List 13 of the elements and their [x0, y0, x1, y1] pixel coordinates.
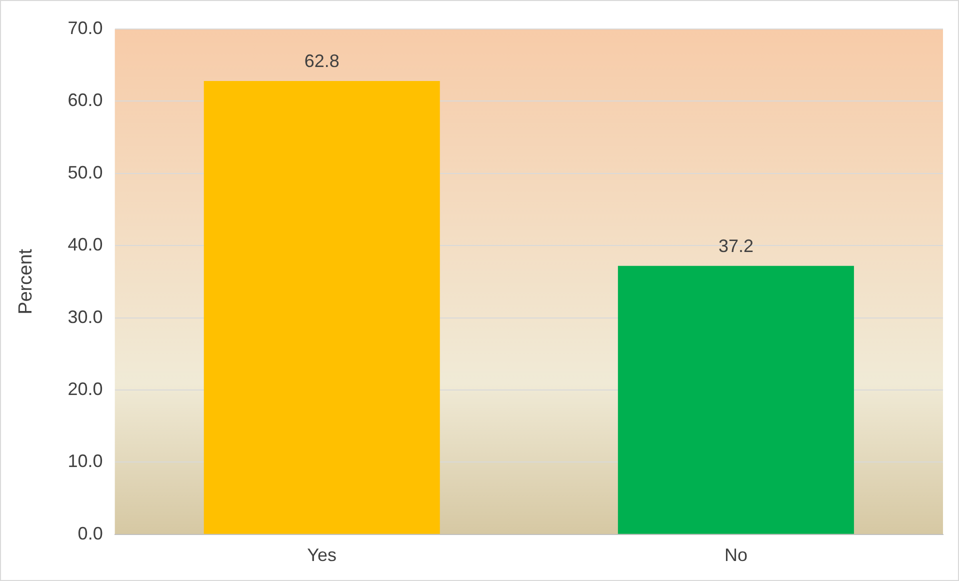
x-tick-label: Yes [307, 545, 337, 566]
y-tick-label: 70.0 [68, 18, 103, 38]
y-tick-label: 0.0 [78, 523, 103, 544]
y-axis-title: Percent [16, 248, 37, 314]
data-label: 37.2 [718, 236, 754, 256]
x-tick-label: No [724, 545, 748, 566]
y-tick-label: 10.0 [68, 451, 103, 472]
y-tick-label: 50.0 [68, 162, 103, 182]
y-tick-label: 30.0 [68, 306, 103, 327]
y-tick-label: 40.0 [68, 234, 103, 255]
data-label: 62.8 [304, 50, 340, 71]
y-tick-label: 60.0 [68, 90, 103, 110]
y-tick-label: 20.0 [68, 378, 103, 399]
